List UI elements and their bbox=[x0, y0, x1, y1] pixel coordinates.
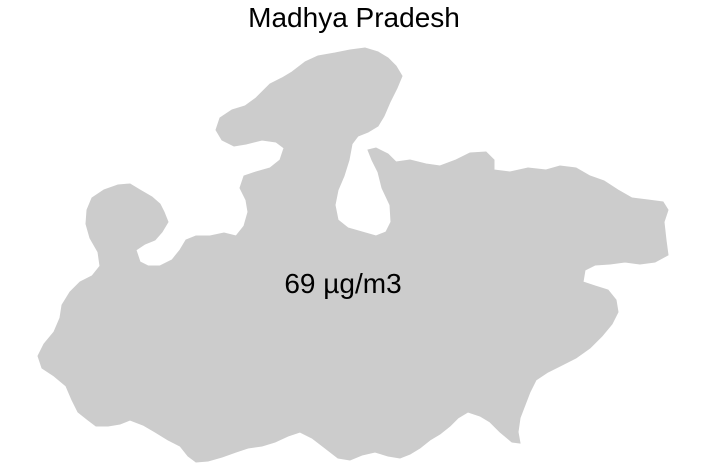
region-value-label: 69 µg/m3 bbox=[284, 268, 402, 299]
map-title: Madhya Pradesh bbox=[248, 2, 460, 33]
madhya-pradesh-region bbox=[37, 47, 669, 463]
